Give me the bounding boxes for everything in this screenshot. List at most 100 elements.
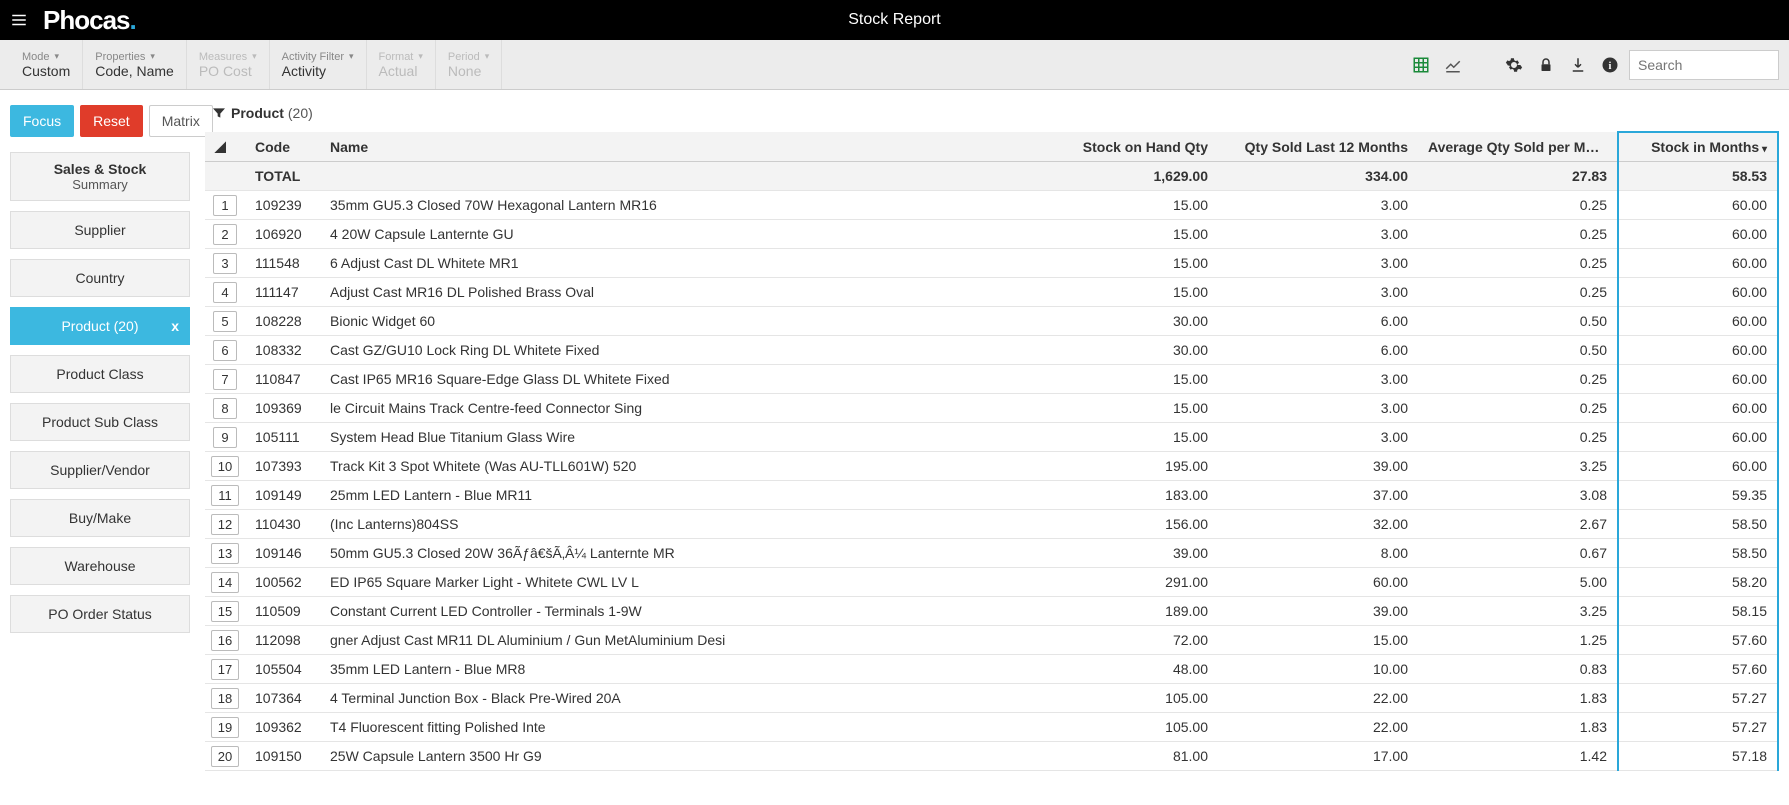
table-row[interactable]: 1310914650mm GU5.3 Closed 20W 36Ãƒâ€šÃ‚Â… [205,539,1778,568]
toolbar-group-label: Format [379,51,423,63]
cell-name: 4 20W Capsule Lanternte GU [320,220,1018,249]
cell-name: 6 Adjust Cast DL Whitete MR1 [320,249,1018,278]
cell-avgmo: 0.50 [1418,307,1618,336]
table-row[interactable]: 2010915025W Capsule Lantern 3500 Hr G981… [205,742,1778,771]
menu-icon[interactable] [10,11,28,29]
cell-avgmo: 2.67 [1418,510,1618,539]
logo-dot: . [130,5,136,35]
cell-sim: 60.00 [1618,336,1778,365]
close-icon[interactable]: x [171,318,179,334]
toolbar-group-properties[interactable]: PropertiesCode, Name [83,40,187,89]
row-number: 13 [205,539,245,568]
sidebar-item-supplier-vendor[interactable]: Supplier/Vendor [10,451,190,489]
col-header-avgmo[interactable]: Average Qty Sold per Month [1418,132,1618,162]
download-icon[interactable] [1569,55,1587,73]
row-number: 6 [205,336,245,365]
cell-sim: 58.50 [1618,510,1778,539]
cell-code: 106920 [245,220,320,249]
table-row[interactable]: 110923935mm GU5.3 Closed 70W Hexagonal L… [205,191,1778,220]
table-row[interactable]: 1710550435mm LED Lantern - Blue MR848.00… [205,655,1778,684]
gear-icon[interactable] [1505,55,1523,73]
cell-sim: 57.60 [1618,626,1778,655]
col-header-soh[interactable]: Stock on Hand Qty [1018,132,1218,162]
table-row[interactable]: 6108332Cast GZ/GU10 Lock Ring DL Whitete… [205,336,1778,365]
total-cell-code: TOTAL [245,162,320,191]
toolbar-group-label: Mode [22,51,70,63]
focus-button[interactable]: Focus [10,105,74,137]
row-number: 8 [205,394,245,423]
toolbar-group-label: Properties [95,51,174,63]
cell-name: 25W Capsule Lantern 3500 Hr G9 [320,742,1018,771]
sidebar-item-country[interactable]: Country [10,259,190,297]
toolbar-group-activity-filter[interactable]: Activity FilterActivity [270,40,367,89]
cell-name: ED IP65 Square Marker Light - Whitete CW… [320,568,1018,597]
toolbar-group-measures[interactable]: MeasuresPO Cost [187,40,270,89]
row-number: 20 [205,742,245,771]
grid-view-icon[interactable] [1412,55,1430,73]
sidebar-item-supplier[interactable]: Supplier [10,211,190,249]
row-number: 9 [205,423,245,452]
toolbar-group-format[interactable]: FormatActual [367,40,436,89]
cell-avgmo: 0.25 [1418,249,1618,278]
table-row[interactable]: 4111147Adjust Cast MR16 DL Polished Bras… [205,278,1778,307]
cell-sold12: 22.00 [1218,684,1418,713]
filter-tag[interactable]: Product (20) [205,105,1779,121]
sidebar-item-warehouse[interactable]: Warehouse [10,547,190,585]
cell-sold12: 8.00 [1218,539,1418,568]
cell-name: Cast GZ/GU10 Lock Ring DL Whitete Fixed [320,336,1018,365]
table-row[interactable]: 12110430(Inc Lanterns)804SS156.0032.002.… [205,510,1778,539]
col-header-sold12[interactable]: Qty Sold Last 12 Months [1218,132,1418,162]
cell-sold12: 60.00 [1218,568,1418,597]
cell-name: T4 Fluorescent fitting Polished Inte [320,713,1018,742]
sidebar-header[interactable]: Sales & Stock Summary [10,152,190,201]
table-row[interactable]: 10107393Track Kit 3 Spot Whitete (Was AU… [205,452,1778,481]
chart-view-icon[interactable] [1444,55,1462,73]
cell-avgmo: 1.42 [1418,742,1618,771]
sidebar-item-product-class[interactable]: Product Class [10,355,190,393]
table-row[interactable]: 19109362T4 Fluorescent fitting Polished … [205,713,1778,742]
table-row[interactable]: 16112098gner Adjust Cast MR11 DL Alumini… [205,626,1778,655]
toolbar-group-period[interactable]: PeriodNone [436,40,502,89]
table-row[interactable]: 9105111System Head Blue Titanium Glass W… [205,423,1778,452]
table-row[interactable]: 15110509Constant Current LED Controller … [205,597,1778,626]
table-row[interactable]: 21069204 20W Capsule Lanternte GU15.003.… [205,220,1778,249]
filter-count: (20) [288,105,313,121]
cell-avgmo: 0.25 [1418,191,1618,220]
logo[interactable]: Phocas. [43,5,136,36]
sidebar-item-product-sub-class[interactable]: Product Sub Class [10,403,190,441]
cell-sold12: 10.00 [1218,655,1418,684]
sidebar-item-buy-make[interactable]: Buy/Make [10,499,190,537]
toolbar-group-mode[interactable]: ModeCustom [10,40,83,89]
cell-soh: 15.00 [1018,394,1218,423]
table-row[interactable]: 31115486 Adjust Cast DL Whitete MR115.00… [205,249,1778,278]
matrix-button[interactable]: Matrix [149,105,213,137]
table-row[interactable]: 14100562ED IP65 Square Marker Light - Wh… [205,568,1778,597]
sidebar-item-label: Warehouse [64,558,135,574]
table-row[interactable]: 181073644 Terminal Junction Box - Black … [205,684,1778,713]
sidebar: Focus Reset Matrix Sales & Stock Summary… [10,105,190,643]
col-header-code[interactable]: Code [245,132,320,162]
sidebar-item-product-20-[interactable]: Product (20)x [10,307,190,345]
cell-code: 111147 [245,278,320,307]
sidebar-item-po-order-status[interactable]: PO Order Status [10,595,190,633]
row-number: 16 [205,626,245,655]
col-header-name[interactable]: Name [320,132,1018,162]
table-row[interactable]: 5108228Bionic Widget 6030.006.000.5060.0… [205,307,1778,336]
cell-avgmo: 0.50 [1418,336,1618,365]
cell-soh: 189.00 [1018,597,1218,626]
col-header-rownum[interactable]: ◢ [205,132,245,162]
table-header-row: ◢CodeNameStock on Hand QtyQty Sold Last … [205,132,1778,162]
table-row[interactable]: 7110847Cast IP65 MR16 Square-Edge Glass … [205,365,1778,394]
info-icon[interactable]: i [1601,55,1619,73]
cell-sim: 60.00 [1618,452,1778,481]
total-cell-avgmo: 27.83 [1418,162,1618,191]
col-header-sim[interactable]: Stock in Months [1618,132,1778,162]
reset-button[interactable]: Reset [80,105,143,137]
table-row[interactable]: 1110914925mm LED Lantern - Blue MR11183.… [205,481,1778,510]
search-input[interactable] [1629,50,1779,80]
cell-name: 4 Terminal Junction Box - Black Pre-Wire… [320,684,1018,713]
row-number: 4 [205,278,245,307]
cell-sold12: 32.00 [1218,510,1418,539]
table-row[interactable]: 8109369le Circuit Mains Track Centre-fee… [205,394,1778,423]
lock-icon[interactable] [1537,55,1555,73]
